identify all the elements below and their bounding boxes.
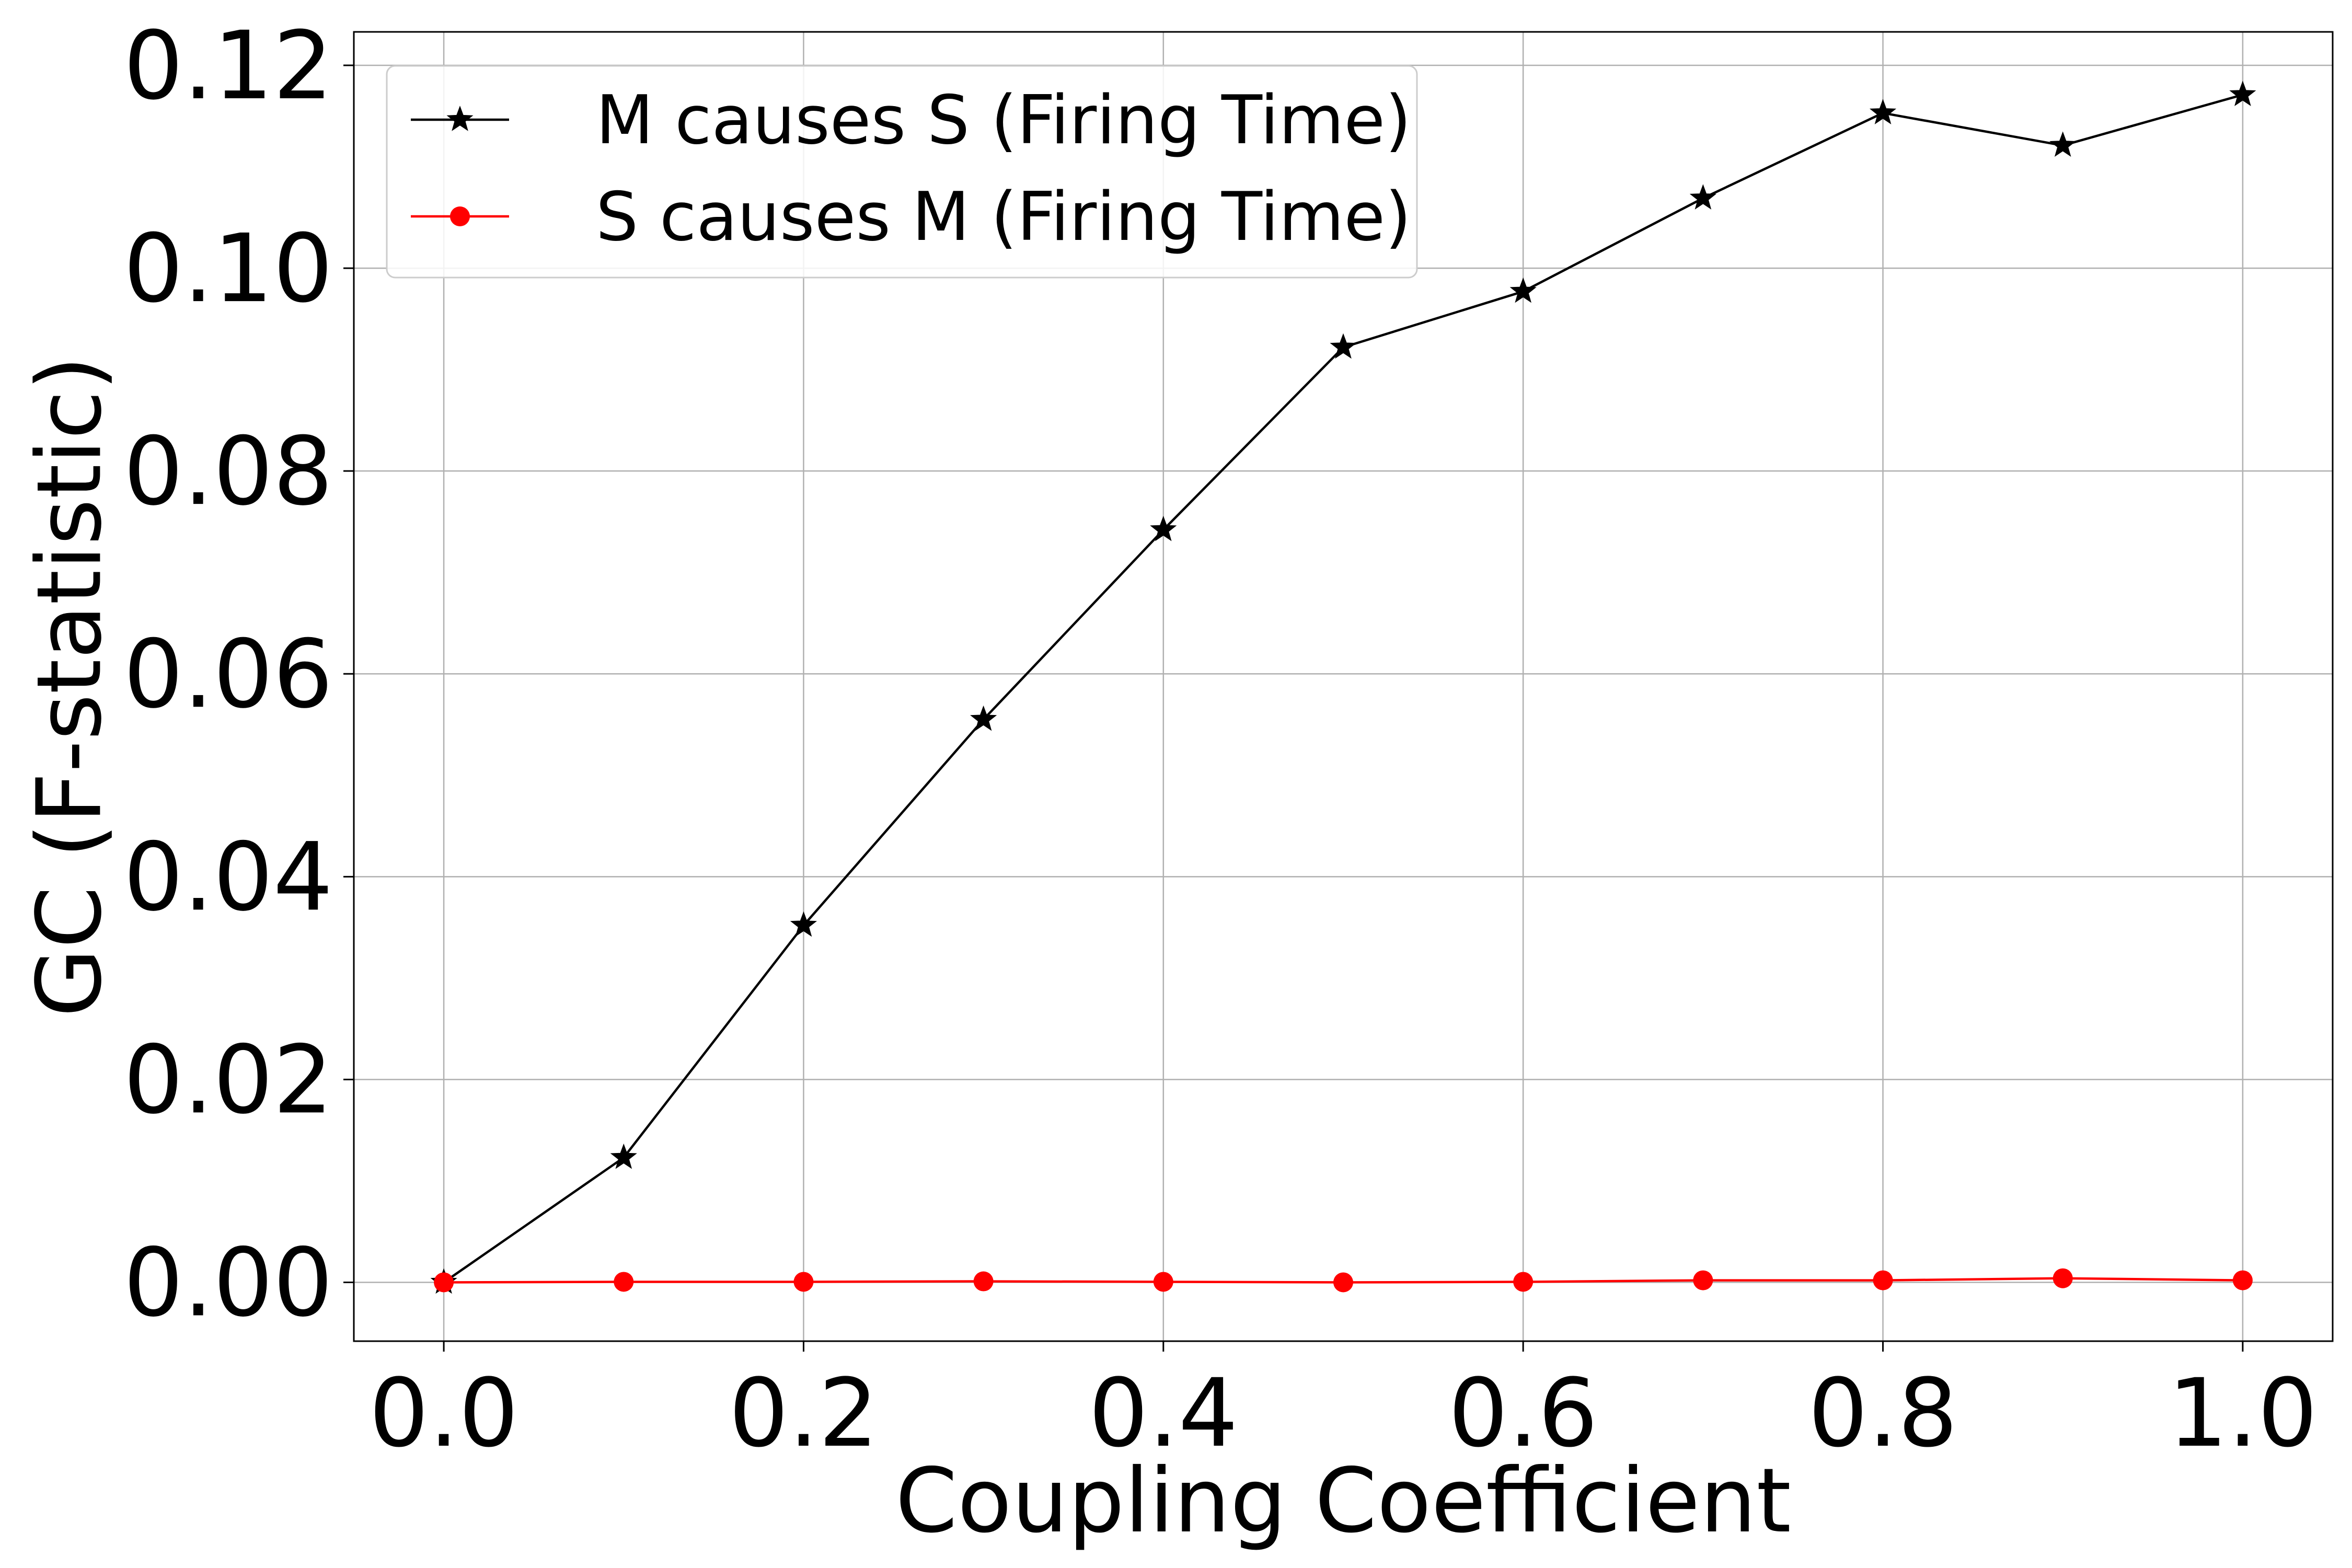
x-tick-label: 0.8: [1808, 1359, 1957, 1468]
legend-swatch-marker: [450, 206, 470, 226]
data-point: [2053, 1268, 2073, 1288]
data-point: [2049, 131, 2077, 157]
y-tick-label: 0.06: [123, 620, 333, 729]
data-point: [2229, 80, 2256, 107]
data-point: [1509, 277, 1537, 303]
plot-area-frame: [353, 31, 2334, 1342]
x-tick-label: 0.6: [1448, 1359, 1598, 1468]
data-point: [1150, 515, 1177, 541]
data-point: [614, 1272, 634, 1292]
legend-label: M causes S (Firing Time): [596, 82, 1411, 159]
data-point: [1873, 1270, 1893, 1290]
x-tick-label: 0.0: [369, 1359, 518, 1468]
data-point: [973, 1271, 994, 1292]
data-point: [1333, 1272, 1353, 1293]
x-tick-label: 0.4: [1089, 1359, 1238, 1468]
y-tick-label: 0.10: [123, 214, 333, 324]
x-axis-label: Coupling Coefficient: [895, 1449, 1791, 1553]
y-axis-label: GC (F-statistic): [18, 356, 121, 1017]
data-point: [1869, 99, 1897, 124]
data-point: [1689, 184, 1716, 210]
y-tick-label: 0.00: [123, 1228, 333, 1338]
x-tick-label: 1.0: [2168, 1359, 2318, 1468]
data-point: [790, 911, 817, 937]
axis-ticks: 0.0 0.2 0.4 0.6 0.8 1.0 0.00 0.02 0.04 0.06 0.08 0.…: [123, 11, 2318, 1468]
data-point: [2232, 1270, 2253, 1290]
series-1: [430, 80, 2256, 1294]
legend-label: S causes M (Firing Time): [596, 178, 1411, 256]
y-tick-label: 0.04: [123, 823, 333, 932]
y-tick-label: 0.08: [123, 417, 333, 526]
data-point: [1330, 333, 1357, 359]
legend-box: [386, 65, 1418, 279]
series-group: [430, 80, 2256, 1294]
data-point: [1513, 1272, 1534, 1292]
legend-swatch-marker: [446, 106, 474, 131]
data-point: [970, 705, 997, 731]
data-point: [1153, 1272, 1173, 1292]
data-point: [1693, 1270, 1713, 1290]
y-tick-label: 0.12: [123, 11, 333, 121]
data-point: [610, 1143, 637, 1169]
x-tick-label: 0.2: [729, 1359, 878, 1468]
data-point: [793, 1272, 814, 1292]
legend: M causes S (Firing Time) S causes M (Firi…: [386, 65, 1418, 279]
y-tick-label: 0.02: [123, 1025, 333, 1135]
series-2: [434, 1268, 2253, 1293]
data-point: [434, 1272, 454, 1293]
